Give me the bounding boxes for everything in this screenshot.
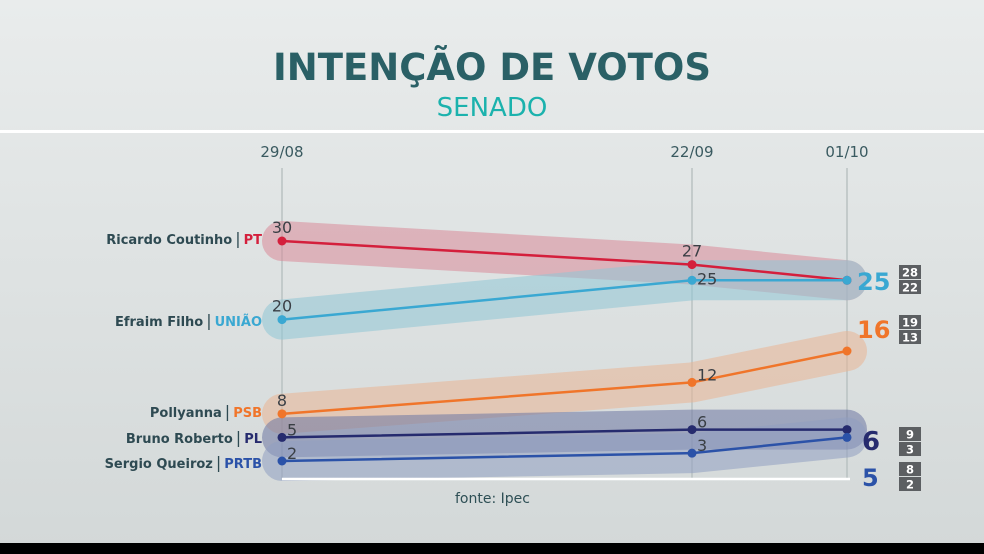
party-label: PL [244,432,262,447]
margin-value: 28 [902,266,918,280]
value-label: 6 [697,413,707,432]
separator: | [235,428,242,447]
x-tick-label: 01/10 [825,143,868,161]
separator: | [235,229,241,248]
candidate-name: Bruno Roberto [125,432,233,447]
data-point [687,425,697,435]
value-label: 2 [287,444,297,463]
value-label: 20 [272,297,292,316]
candidate-label: Pollyanna | PSB [0,402,262,421]
x-tick-label: 22/09 [670,143,713,161]
bottom-band [0,543,984,554]
candidate-label: Efraim Filho | UNIÃO [0,311,262,330]
margin-box [899,462,921,476]
candidate-label: Ricardo Coutinho | PT [0,229,262,248]
data-point [687,448,697,458]
separator: | [215,453,222,472]
separator: | [224,402,231,421]
candidate-label: Sergio Queiroz | PRTB [0,453,262,472]
final-value-label: 6 [862,427,880,457]
value-label: 8 [277,391,287,410]
candidate-name: Sergio Queiroz [104,457,213,472]
margin-value: 22 [902,281,918,295]
candidate-name: Efraim Filho [114,315,204,330]
party-label: PRTB [224,457,262,472]
source-note: fonte: Ipec [455,491,530,507]
final-value-label: 5 [862,464,879,492]
value-labels: 30 27 20 25 8 12 5 6 2 3 [272,218,718,463]
data-point [842,425,852,435]
margin-box [899,427,921,441]
value-label: 5 [287,420,297,439]
candidate-name: Pollyanna [149,406,222,421]
margin-value: 19 [902,316,918,330]
data-point [277,456,287,466]
value-label: 12 [697,365,717,384]
value-label: 25 [697,269,717,288]
data-point [277,236,287,246]
margin-value: 2 [906,478,914,492]
confidence-bands [262,221,867,481]
data-point [842,432,852,442]
separator: | [206,311,212,330]
data-point [687,377,697,387]
x-tick-labels: 29/08 22/09 01/10 [260,143,868,161]
chart-title: INTENÇÃO DE VOTOS [273,46,711,89]
candidate-name: Ricardo Coutinho [106,233,233,248]
data-point [277,409,287,419]
margin-value: 8 [906,463,914,477]
data-point [842,346,852,356]
data-point [687,275,697,285]
margin-box [899,477,921,491]
candidate-label: Bruno Roberto | PL [0,428,262,447]
margin-box [899,442,921,456]
party-label: PSB [233,406,262,421]
data-point [842,275,852,285]
final-value-label: 25 [857,268,890,296]
value-label: 3 [697,436,707,455]
margin-box [899,315,921,329]
margin-box [899,330,921,344]
margin-value: 3 [906,443,914,457]
x-tick-label: 29/08 [260,143,303,161]
data-point [277,432,287,442]
final-value-label: 16 [857,316,890,344]
data-point [277,315,287,325]
confidence-band [262,260,867,340]
series-points [277,236,852,466]
margin-box [899,280,921,294]
chart-subtitle: SENADO [436,93,548,123]
confidence-band [262,417,867,481]
value-label: 27 [682,242,702,261]
party-label: PT [243,233,262,248]
party-label: UNIÃO [214,315,262,330]
margin-value: 9 [906,428,914,442]
margin-box [899,265,921,279]
final-value-labels: 25 16 6 5 [857,268,890,492]
margin-value: 13 [902,331,918,345]
confidence-band [262,331,867,434]
value-label: 30 [272,218,292,237]
data-point [687,260,697,270]
header-divider [0,130,984,133]
